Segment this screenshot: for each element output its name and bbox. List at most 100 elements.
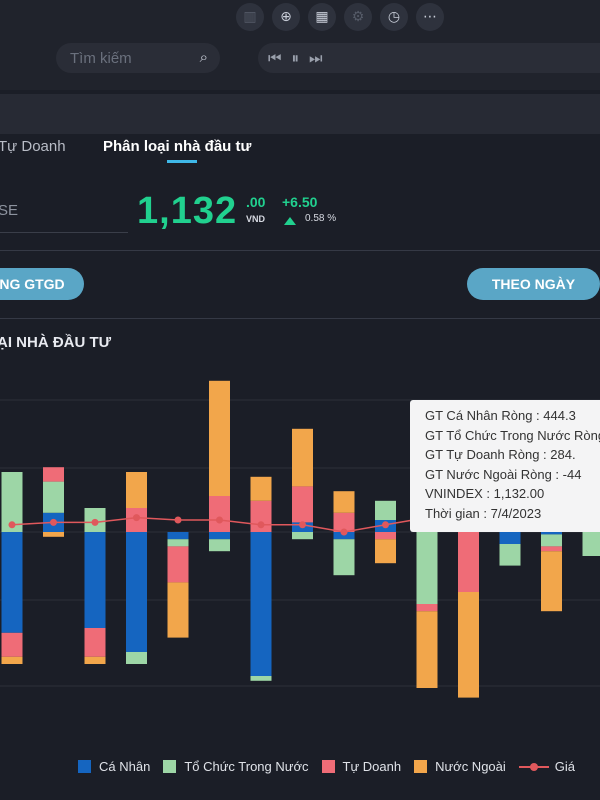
search-placeholder: Tìm kiếm	[70, 50, 132, 67]
tab-phan-loai-nha-dau-tu[interactable]: Phân loại nhà đầu tư	[103, 138, 252, 155]
by-day-button[interactable]: THEO NGÀY	[467, 268, 600, 300]
bar-segment	[541, 546, 562, 552]
price-point	[340, 528, 348, 536]
clock-icon[interactable]: ◷	[380, 3, 408, 31]
price-point	[50, 518, 57, 526]
more-icon[interactable]: ⋯	[416, 3, 444, 31]
bar-segment	[250, 532, 272, 676]
price-point	[91, 518, 99, 526]
skip-back-icon[interactable]: ⏮	[268, 49, 282, 67]
index-price: 1,132	[137, 190, 238, 232]
toolbar-icons: ▥ ⊕ ▦ ⚙ ◷ ⋯	[236, 3, 444, 31]
legend-swatch	[321, 760, 335, 773]
legend-label: Nước Ngoài	[435, 759, 506, 774]
bar-segment	[167, 532, 189, 540]
active-tab-indicator	[167, 160, 197, 163]
bar-segment	[43, 467, 64, 482]
bar-segment	[167, 539, 189, 547]
list-icon[interactable]: ▥	[236, 3, 264, 31]
bar-segment	[292, 532, 313, 540]
bar-segment	[541, 532, 562, 535]
search-input[interactable]: Tìm kiếm ⌕	[56, 43, 220, 73]
legend-swatch	[78, 760, 91, 773]
legend-label: Giá	[554, 759, 576, 774]
bar-segment	[499, 532, 521, 544]
bar-segment	[84, 656, 106, 664]
bar-segment	[43, 481, 64, 513]
legend-item[interactable]: Cá Nhân	[78, 759, 150, 774]
bar-segment	[416, 532, 438, 604]
chart-title: ẠI NHÀ ĐẦU TƯ	[0, 334, 112, 351]
bar-segment	[333, 491, 355, 513]
settings-icon[interactable]: ⚙	[344, 3, 372, 31]
tooltip-line: GT Nước Ngoài Ròng : -44	[425, 466, 582, 482]
bar-segment	[209, 539, 230, 552]
bar-segment	[126, 532, 147, 652]
legend-item[interactable]: Nước Ngoài	[414, 759, 506, 774]
bar-segment	[292, 486, 313, 523]
bar-segment	[499, 544, 521, 566]
price-decimals: .00	[246, 194, 266, 210]
sub-toolbar	[0, 94, 600, 134]
investor-classification-chart[interactable]	[0, 360, 600, 700]
bar-segment	[292, 428, 313, 487]
bar-segment	[250, 476, 272, 501]
bar-segment	[43, 532, 64, 537]
up-arrow-icon	[284, 217, 296, 225]
bar-segment	[541, 534, 562, 547]
bar-segment	[1, 632, 23, 657]
bar-segment	[375, 500, 396, 520]
legend-item[interactable]: Tự Doanh	[321, 759, 402, 774]
pause-icon[interactable]: ⏸	[291, 49, 300, 67]
price-point	[257, 521, 265, 529]
price-change: +6.50	[282, 194, 318, 210]
price-point	[133, 514, 140, 522]
chart-tooltip: GT Cá Nhân Ròng : 444.3 GT Tổ Chức Trong…	[410, 400, 600, 532]
legend-swatch	[414, 760, 428, 773]
bar-segment	[1, 532, 23, 633]
bar-segment	[209, 532, 230, 540]
legend-item[interactable]: Giá	[518, 759, 576, 774]
skip-forward-icon[interactable]: ⏭	[309, 49, 323, 67]
bar-segment	[375, 532, 396, 540]
bar-segment	[458, 592, 479, 698]
price-point	[8, 521, 16, 529]
tooltip-line: GT Tự Doanh Ròng : 284.	[425, 447, 576, 462]
price-point	[174, 516, 182, 524]
bar-segment	[458, 532, 479, 592]
bar-segment	[333, 532, 355, 540]
bar-segment	[541, 551, 562, 612]
price-change-percent: 0.58 %	[305, 213, 337, 224]
tab-tu-doanh[interactable]: Tự Doanh	[0, 138, 66, 155]
bar-segment	[416, 611, 438, 688]
legend-label: Cá Nhân	[99, 759, 151, 774]
search-icon[interactable]: ⌕	[199, 48, 208, 66]
price-currency: VND	[246, 214, 266, 224]
price-point	[382, 521, 389, 529]
gtgd-button[interactable]: NG GTGD	[0, 268, 84, 300]
tooltip-line: VNINDEX : 1,132.00	[425, 486, 545, 501]
bar-segment	[1, 656, 23, 664]
bar-segment	[126, 652, 147, 664]
bar-segment	[167, 546, 189, 583]
price-point	[216, 516, 223, 524]
tooltip-line: GT Tổ Chức Trong Nước Ròng	[425, 427, 600, 443]
divider	[0, 318, 600, 319]
bar-segment	[209, 380, 230, 496]
tooltip-line: GT Cá Nhân Ròng : 444.3	[425, 408, 576, 423]
calendar-icon[interactable]: ▦	[308, 3, 336, 31]
symbol-label[interactable]: SE	[0, 202, 19, 219]
bar-segment	[416, 604, 438, 612]
legend-label: Tự Doanh	[342, 759, 402, 774]
legend-item[interactable]: Tổ Chức Trong Nước	[163, 759, 309, 774]
zoom-icon[interactable]: ⊕	[272, 3, 300, 31]
legend-label: Tổ Chức Trong Nước	[184, 759, 309, 774]
tooltip-line: Thời gian : 7/4/2023	[425, 505, 542, 521]
bar-segment	[333, 512, 355, 532]
chart-legend: Cá Nhân Tổ Chức Trong Nước Tự Doanh Nước…	[78, 759, 588, 774]
bar-segment	[209, 496, 230, 532]
bar-segment	[167, 582, 189, 638]
symbol-underline	[0, 232, 128, 233]
bar-segment	[84, 532, 106, 628]
playback-controls: ⏮ ⏸ ⏭	[258, 43, 600, 73]
